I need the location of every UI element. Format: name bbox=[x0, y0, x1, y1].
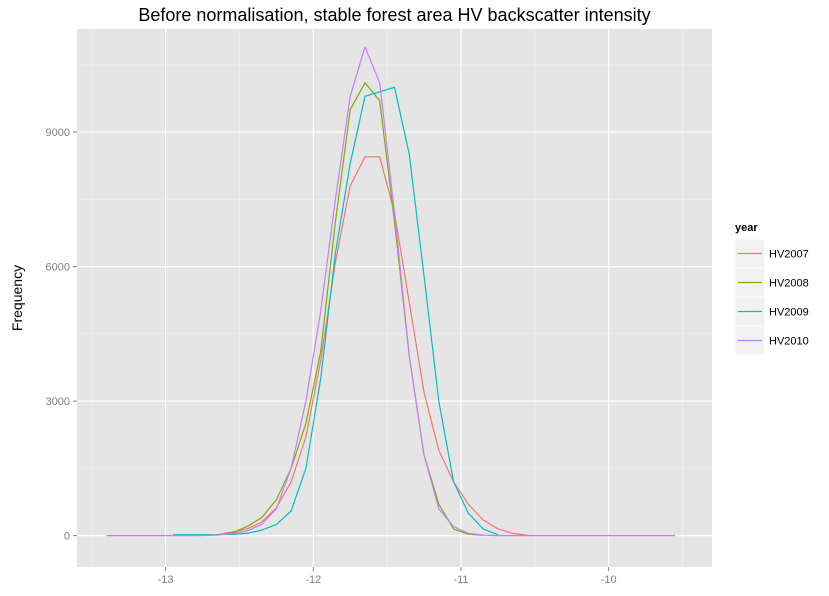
series-line-hv2010 bbox=[106, 46, 676, 537]
x-tick-label: -13 bbox=[158, 574, 174, 586]
legend-label-hv2008: HV2008 bbox=[769, 278, 809, 290]
series-line-hv2007 bbox=[217, 156, 528, 536]
legend-label-hv2009: HV2009 bbox=[769, 307, 809, 319]
y-tick-label: 9000 bbox=[46, 127, 70, 139]
y-tick-label: 3000 bbox=[46, 396, 70, 408]
x-tick-label: -10 bbox=[601, 574, 617, 586]
legend-title: year bbox=[735, 222, 758, 234]
legend-label-hv2010: HV2010 bbox=[769, 336, 809, 348]
y-tick-label: 0 bbox=[64, 531, 70, 543]
chart-title: Before normalisation, stable forest area… bbox=[138, 5, 650, 25]
legend: year HV2007 HV2008 HV2009 HV2010 bbox=[734, 222, 809, 356]
y-axis-label: Frequency bbox=[9, 265, 25, 331]
plot-panel bbox=[77, 29, 712, 567]
y-tick-label: 6000 bbox=[46, 262, 70, 274]
series-line-hv2008 bbox=[217, 82, 484, 536]
y-axis: 0 3000 6000 9000 bbox=[46, 127, 77, 543]
x-tick-label: -11 bbox=[453, 574, 468, 586]
series-lines bbox=[106, 46, 676, 537]
x-tick-label: -12 bbox=[305, 574, 321, 586]
minor-gridlines bbox=[77, 29, 712, 567]
x-axis: -13 -12 -11 -10 bbox=[158, 567, 617, 586]
legend-label-hv2007: HV2007 bbox=[769, 249, 809, 261]
